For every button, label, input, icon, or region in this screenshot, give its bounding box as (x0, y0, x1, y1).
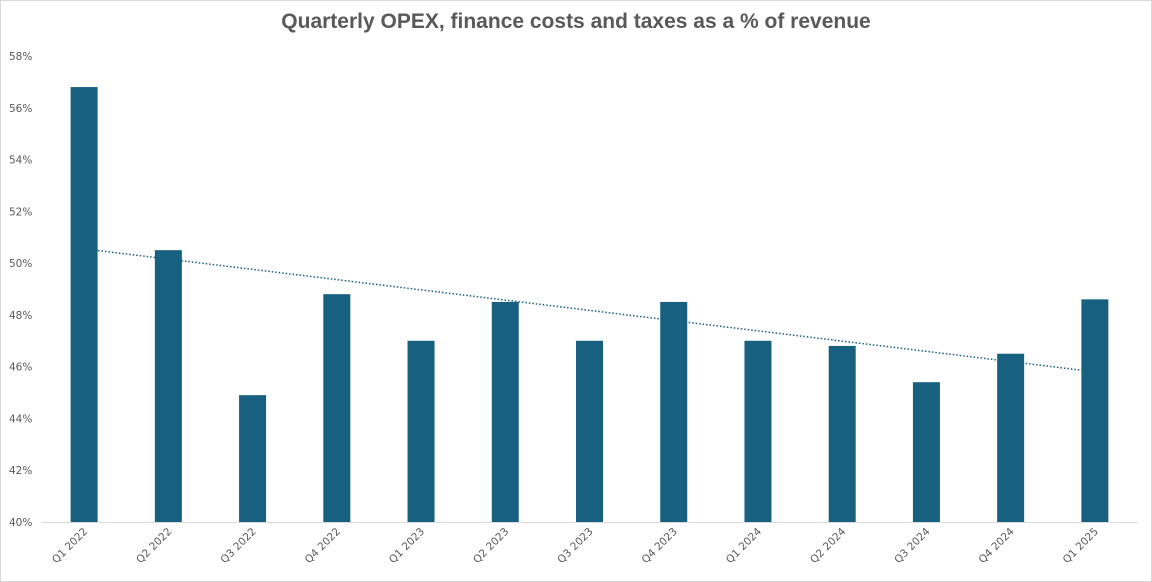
y-tick-label: 50% (9, 258, 32, 270)
bar-q1-2023 (407, 340, 435, 522)
y-tick-label: 44% (9, 413, 32, 425)
bar-q2-2023 (491, 301, 519, 522)
y-tick-label: 48% (9, 310, 32, 322)
y-tick-label: 42% (9, 465, 32, 477)
y-axis: 40% 42% 44% 46% 48% 50% 52% 54% 56% 58% (9, 51, 32, 529)
bar-q2-2022 (154, 250, 182, 522)
bar-q3-2022 (239, 395, 267, 522)
x-tick-label: Q1 2023 (387, 526, 427, 566)
x-tick-label: Q1 2022 (50, 526, 90, 566)
x-tick-label: Q4 2022 (303, 526, 343, 566)
y-tick-label: 52% (9, 206, 32, 218)
bar-q1-2024 (744, 340, 772, 522)
x-tick-label: Q2 2024 (808, 525, 849, 566)
bar-q3-2023 (576, 340, 603, 522)
x-tick-label: Q4 2023 (640, 526, 680, 566)
x-tick-label: Q2 2022 (134, 526, 174, 566)
bar-q4-2023 (660, 301, 688, 522)
y-tick-label: 40% (9, 517, 32, 529)
x-tick-label: Q3 2023 (555, 526, 595, 566)
x-tick-label: Q1 2024 (724, 525, 765, 566)
x-tick-label: Q3 2022 (218, 526, 258, 566)
bar-q4-2022 (323, 294, 351, 522)
y-tick-label: 56% (9, 103, 32, 115)
x-tick-label: Q1 2025 (1061, 526, 1101, 566)
x-axis: Q1 2022 Q2 2022 Q3 2022 Q4 2022 Q1 2023 Q2 20… (42, 522, 1137, 566)
x-tick-label: Q2 2023 (471, 526, 511, 566)
bar-q1-2022 (70, 87, 98, 523)
bar-q2-2024 (828, 345, 856, 522)
x-tick-label: Q4 2024 (976, 525, 1017, 566)
y-tick-label: 58% (9, 51, 32, 63)
chart-title: Quarterly OPEX, finance costs and taxes … (281, 10, 871, 33)
bar-q4-2024 (997, 353, 1025, 522)
y-tick-label: 46% (9, 362, 32, 374)
bars (70, 87, 1109, 523)
y-tick-label: 54% (9, 155, 32, 167)
bar-q3-2024 (912, 382, 940, 522)
x-tick-label: Q3 2024 (892, 525, 933, 566)
bar-q1-2025 (1081, 299, 1109, 522)
